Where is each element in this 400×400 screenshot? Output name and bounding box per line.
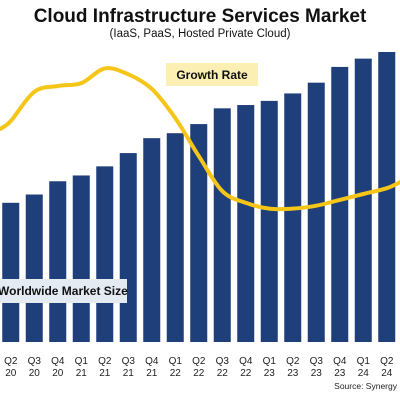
- bar-q2-21: [96, 166, 114, 342]
- x-tick-year: 22: [217, 368, 229, 379]
- x-axis-ticks: Q220Q320Q420Q121Q221Q321Q421Q122Q222Q322…: [4, 356, 394, 379]
- bar-q3-23: [307, 82, 325, 342]
- growth-rate-line: [0, 66, 400, 212]
- legend-layer: Growth Rate Worldwide Market Size: [0, 63, 258, 303]
- bar-q2-23: [284, 93, 302, 343]
- x-tick-year: 24: [381, 368, 393, 379]
- x-tick-quarter: Q2: [286, 356, 300, 367]
- x-tick-year: 21: [123, 368, 135, 379]
- x-tick-year: 23: [311, 368, 323, 379]
- bars-layer: [2, 52, 396, 343]
- x-tick-quarter: Q2: [380, 356, 394, 367]
- bar-q1-23: [260, 100, 278, 342]
- bar-q4-22: [237, 105, 255, 342]
- x-tick-quarter: Q2: [4, 356, 18, 367]
- x-tick-quarter: Q2: [192, 356, 206, 367]
- growth-rate-legend-box: [166, 63, 258, 86]
- x-tick-quarter: Q4: [145, 356, 159, 367]
- x-tick-year: 23: [334, 368, 346, 379]
- x-tick-year: 23: [287, 368, 299, 379]
- bar-q4-20: [49, 181, 67, 342]
- bar-q4-21: [143, 138, 161, 342]
- x-tick-year: 20: [29, 368, 41, 379]
- bar-q4-23: [331, 66, 349, 342]
- x-tick-year: 22: [170, 368, 182, 379]
- x-tick-year: 20: [5, 368, 17, 379]
- bar-q2-22: [190, 124, 208, 342]
- x-tick-year: 21: [76, 368, 88, 379]
- x-tick-year: 22: [240, 368, 252, 379]
- source-note: Source: Synergy: [334, 381, 398, 391]
- x-tick-year: 21: [99, 368, 111, 379]
- x-tick-year: 23: [264, 368, 276, 379]
- x-tick-year: 21: [146, 368, 158, 379]
- market-size-legend-box: [0, 279, 127, 303]
- growth-rate-legend-label: Growth Rate: [176, 68, 248, 82]
- bar-q1-24: [354, 58, 372, 342]
- bar-q2-24: [378, 52, 396, 342]
- x-tick-year: 20: [52, 368, 64, 379]
- bar-q3-20: [25, 194, 43, 342]
- market-size-legend-label: Worldwide Market Size: [0, 284, 128, 298]
- x-tick-quarter: Q4: [51, 356, 65, 367]
- x-tick-quarter: Q4: [239, 356, 253, 367]
- x-tick-quarter: Q3: [310, 356, 324, 367]
- x-tick-quarter: Q1: [263, 356, 277, 367]
- x-tick-year: 22: [193, 368, 205, 379]
- bar-q1-22: [166, 133, 184, 342]
- bar-q2-20: [2, 202, 20, 342]
- chart-title: Cloud Infrastructure Services Market: [34, 6, 367, 27]
- bar-q3-21: [119, 153, 137, 342]
- bar-q1-21: [72, 175, 90, 342]
- x-tick-quarter: Q3: [122, 356, 136, 367]
- x-tick-quarter: Q1: [169, 356, 183, 367]
- line-layer: [0, 66, 400, 212]
- x-tick-quarter: Q1: [357, 356, 371, 367]
- x-tick-quarter: Q1: [75, 356, 89, 367]
- x-tick-quarter: Q4: [333, 356, 347, 367]
- x-tick-year: 24: [358, 368, 370, 379]
- x-tick-quarter: Q3: [28, 356, 42, 367]
- x-tick-quarter: Q3: [216, 356, 230, 367]
- bar-q3-22: [213, 108, 231, 342]
- chart-subtitle: (IaaS, PaaS, Hosted Private Cloud): [110, 28, 291, 40]
- x-tick-quarter: Q2: [98, 356, 112, 367]
